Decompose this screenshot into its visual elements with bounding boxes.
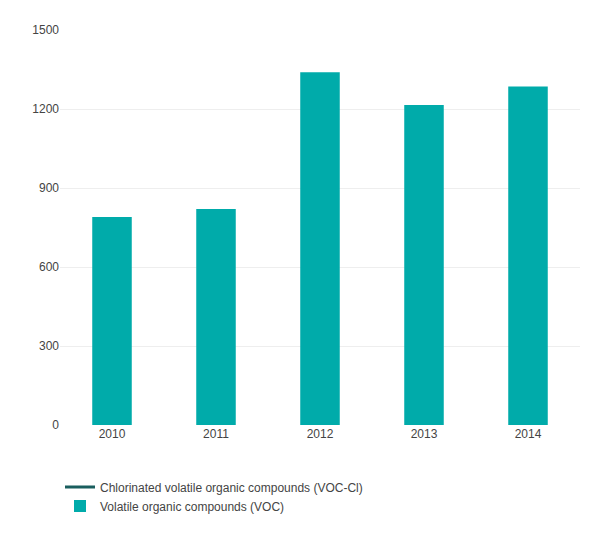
svg-text:2010: 2010 (99, 427, 126, 441)
svg-text:0: 0 (52, 418, 59, 432)
svg-text:Volatile organic compounds (VO: Volatile organic compounds (VOC) (100, 500, 284, 514)
svg-text:1200: 1200 (32, 102, 59, 116)
svg-text:2014: 2014 (515, 427, 542, 441)
svg-text:Chlorinated volatile organic c: Chlorinated volatile organic compounds (… (100, 481, 363, 495)
svg-text:1500: 1500 (32, 23, 59, 37)
svg-text:900: 900 (39, 181, 59, 195)
svg-text:2012: 2012 (307, 427, 334, 441)
svg-text:2011: 2011 (203, 427, 229, 441)
svg-text:600: 600 (39, 260, 59, 274)
svg-text:2013: 2013 (411, 427, 438, 441)
svg-text:300: 300 (39, 339, 59, 353)
